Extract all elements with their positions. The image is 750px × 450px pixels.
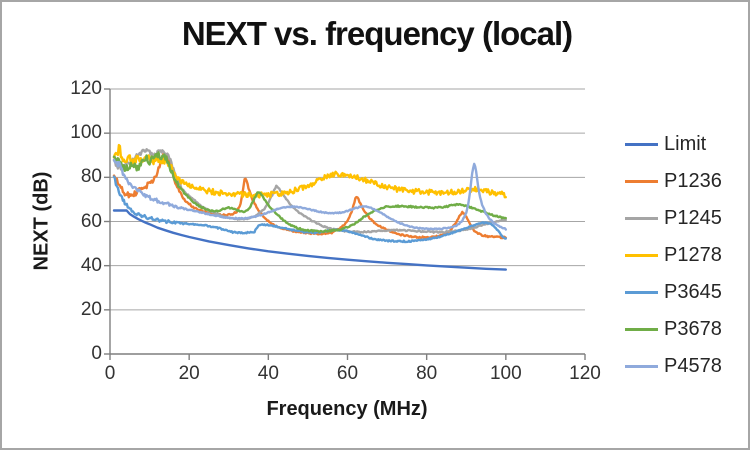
legend-label: P3645 [664,281,722,303]
legend-label: Limit [664,133,707,155]
legend-line-icon [625,217,658,220]
legend-line-icon [625,328,658,331]
x-tick-label-120: 120 [569,363,601,384]
legend-label: P4578 [664,355,722,377]
x-tick-label-0: 0 [104,363,116,384]
y-tick-label-20: 20 [80,298,102,320]
y-tick-label-0: 0 [91,343,102,364]
chart-title: NEXT vs. frequency (local) [181,15,573,52]
legend-line-icon [625,365,658,368]
series-line-Limit [112,209,507,271]
y-tick-label-40: 40 [80,254,102,276]
x-tick-label-40: 40 [257,363,279,384]
legend-item-Limit: Limit [625,133,722,155]
y-tick-label-100: 100 [70,122,102,144]
legend-line-icon [625,254,658,257]
x-tick-label-100: 100 [489,363,522,384]
series-line-P3678 [112,151,507,234]
legend-line-icon [625,180,658,183]
x-axis-title: Frequency (MHz) [266,398,428,420]
legend: Limit P1236 P1245 P1278 P3645 P3678 P4578 [625,133,722,377]
legend-line-icon [625,291,658,294]
y-tick-label-60: 60 [80,210,102,232]
y-tick-label-80: 80 [80,166,102,188]
legend-label: P1278 [664,244,722,266]
series-line-P1278 [112,143,507,199]
series-line-P1236 [112,152,507,240]
legend-label: P3678 [664,318,722,340]
legend-line-icon [625,143,658,146]
legend-label: P1236 [664,170,722,192]
legend-item-P4578: P4578 [625,355,722,377]
legend-item-P3678: P3678 [625,318,722,340]
x-tick-label-60: 60 [336,363,359,384]
legend-label: P1245 [664,207,722,229]
x-tick-label-80: 80 [416,363,438,384]
legend-item-P1278: P1278 [625,244,722,266]
x-tick-label-20: 20 [178,363,200,384]
legend-item-P1245: P1245 [625,207,722,229]
legend-item-P1236: P1236 [625,170,722,192]
legend-item-P3645: P3645 [625,281,722,303]
y-tick-label-120: 120 [70,78,102,99]
series-line-P4578 [112,158,507,231]
